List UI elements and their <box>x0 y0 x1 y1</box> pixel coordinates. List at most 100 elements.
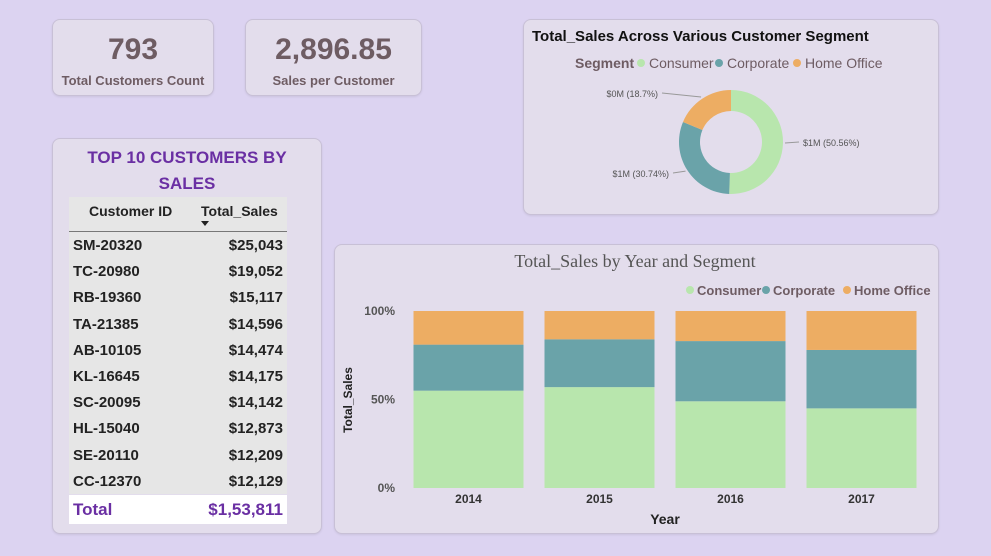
bar-segment[interactable] <box>675 401 786 488</box>
bar-marks <box>413 311 917 488</box>
legend-entry[interactable]: Home Office <box>805 55 883 71</box>
kpi-value: 2,896.85 <box>275 33 392 66</box>
table-row[interactable]: TC-20980 $19,052 <box>69 258 287 284</box>
kpi-label: Total Customers Count <box>61 73 205 88</box>
bar-segment[interactable] <box>544 387 655 488</box>
legend-marker <box>686 286 694 294</box>
data-label-leader <box>672 170 686 174</box>
table-total-row: Total $1,53,811 <box>69 495 287 524</box>
table-row[interactable]: SM-20320 $25,043 <box>69 232 287 258</box>
y-tick-label: 0% <box>378 481 396 495</box>
x-tick-label: 2016 <box>717 492 744 506</box>
y-axis-label: Total_Sales <box>341 367 355 433</box>
top-customers-table: Customer ID Total_Sales SM-20320 $25,043 T… <box>69 197 287 494</box>
total-value: $1,53,811 <box>208 500 283 519</box>
bar-segment[interactable] <box>544 339 655 388</box>
column-header-total-sales[interactable]: Total_Sales <box>201 203 278 219</box>
customer-id-cell: SE-20110 <box>73 446 139 464</box>
customer-id-cell: RB-19360 <box>73 289 142 307</box>
table-title-line1: TOP 10 CUSTOMERS BY <box>87 148 287 167</box>
x-tick-label: 2014 <box>455 492 482 506</box>
legend-entry[interactable]: Corporate <box>727 55 789 71</box>
customer-id-cell: TC-20980 <box>73 263 140 281</box>
donut-slice[interactable] <box>679 121 730 194</box>
table-title-line2: SALES <box>158 174 216 193</box>
table-row[interactable]: CC-12370 $12,129 <box>69 468 287 494</box>
customer-id-cell: CC-12370 <box>73 472 142 490</box>
bar-chart-card: Total_Sales by Year and Segment Consumer… <box>334 244 939 534</box>
bar-segment[interactable] <box>675 311 786 342</box>
total-sales-cell: $14,142 <box>228 394 283 412</box>
data-label: $0M (18.7%) <box>606 89 658 99</box>
kpi-value: 793 <box>107 33 159 66</box>
kpi-card-customers: 793 Total Customers Count <box>52 19 214 96</box>
bar-segment[interactable] <box>806 311 917 350</box>
table-body: SM-20320 $25,043 TC-20980 $19,052 RB-19360 $1… <box>69 232 287 494</box>
customer-id-cell: SM-20320 <box>73 237 143 254</box>
legend-title: Segment <box>575 55 634 71</box>
legend-marker <box>843 286 851 294</box>
top-customers-card: TOP 10 CUSTOMERS BY SALES Customer ID To… <box>52 138 322 534</box>
data-label: $1M (50.56%) <box>803 138 860 148</box>
table-row[interactable]: RB-19360 $15,117 <box>69 284 287 310</box>
total-sales-cell: $12,129 <box>228 472 283 490</box>
bar-segment[interactable] <box>806 408 917 488</box>
total-sales-cell: $14,474 <box>228 341 283 359</box>
chart-title: Total_Sales Across Various Customer Segm… <box>532 28 869 45</box>
legend-marker <box>793 59 801 67</box>
chart-title: Total_Sales by Year and Segment <box>514 251 755 271</box>
customer-id-cell: HL-15040 <box>73 420 140 438</box>
bar-segment[interactable] <box>413 344 524 391</box>
legend: Consumer Corporate Home Office <box>686 283 931 298</box>
legend-entry[interactable]: Corporate <box>773 283 835 298</box>
donut-chart-card: Total_Sales Across Various Customer Segm… <box>523 19 939 215</box>
total-sales-cell: $14,175 <box>228 367 283 385</box>
legend-marker <box>637 59 645 67</box>
legend-marker <box>762 286 770 294</box>
table-row[interactable]: SC-20095 $14,142 <box>69 389 287 415</box>
table-row[interactable]: KL-16645 $14,175 <box>69 363 287 389</box>
customer-id-cell: AB-10105 <box>73 341 142 359</box>
total-sales-cell: $14,596 <box>228 315 283 333</box>
table-title: TOP 10 CUSTOMERS BY SALES <box>53 145 321 197</box>
column-header-customer-id[interactable]: Customer ID <box>89 203 173 219</box>
total-sales-cell: $19,052 <box>228 263 283 281</box>
legend-entry[interactable]: Consumer <box>649 55 714 71</box>
donut-chart: Total_Sales Across Various Customer Segm… <box>532 28 883 194</box>
donut-slices: $1M (50.56%) $1M (30.74%) $0M (18.7%) <box>606 89 860 194</box>
y-tick-label: 100% <box>364 304 395 318</box>
total-sales-cell: $15,117 <box>229 289 283 307</box>
customer-id-cell: SC-20095 <box>73 394 141 412</box>
legend-marker <box>715 59 723 67</box>
x-axis-label: Year <box>650 511 680 527</box>
bar-segment[interactable] <box>675 341 786 402</box>
kpi-card-sales-per-customer: 2,896.85 Sales per Customer <box>245 19 422 96</box>
donut-slice[interactable] <box>683 90 731 131</box>
data-label-leader <box>784 141 800 144</box>
total-sales-cell: $12,209 <box>228 446 283 464</box>
kpi-label: Sales per Customer <box>272 73 395 88</box>
bar-segment[interactable] <box>806 349 917 409</box>
data-label-leader <box>661 92 702 98</box>
total-sales-cell: $12,873 <box>228 420 283 438</box>
x-tick-label: 2017 <box>848 492 875 506</box>
table-row[interactable]: AB-10105 $14,474 <box>69 337 287 363</box>
legend-entry[interactable]: Home Office <box>854 283 931 298</box>
legend-entry[interactable]: Consumer <box>697 283 761 298</box>
table-row[interactable]: HL-15040 $12,873 <box>69 415 287 441</box>
total-label: Total <box>73 500 113 519</box>
bar-segment[interactable] <box>413 390 524 488</box>
bar-segment[interactable] <box>413 311 524 345</box>
table-row[interactable]: SE-20110 $12,209 <box>69 442 287 468</box>
stacked-bar-chart: Total_Sales by Year and Segment Consumer… <box>341 251 931 527</box>
table-header: Customer ID Total_Sales <box>69 197 287 232</box>
sort-descending-icon[interactable] <box>201 221 209 226</box>
customer-id-cell: TA-21385 <box>73 315 139 333</box>
donut-slice[interactable] <box>729 90 783 194</box>
y-tick-label: 50% <box>371 393 395 407</box>
customer-id-cell: KL-16645 <box>73 367 140 385</box>
data-label: $1M (30.74%) <box>612 169 669 179</box>
bar-segment[interactable] <box>544 311 655 340</box>
table-row[interactable]: TA-21385 $14,596 <box>69 311 287 337</box>
legend: Segment Consumer Corporate Home Office <box>575 55 883 71</box>
